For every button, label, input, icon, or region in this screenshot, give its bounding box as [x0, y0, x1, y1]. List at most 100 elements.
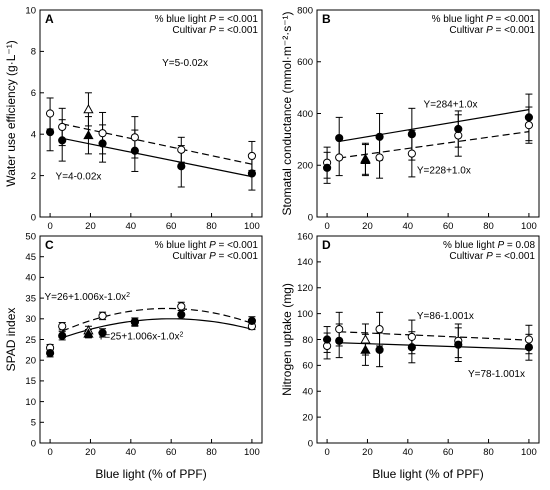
- y-tick-label: 600: [297, 57, 313, 68]
- y-tick-label: 800: [297, 5, 313, 16]
- plot-frame: [39, 9, 263, 218]
- y-tick-label: 140: [297, 257, 313, 268]
- x-tick-label: 20: [362, 447, 373, 458]
- x-tick-label: 80: [206, 221, 217, 232]
- y-tick-label: 80: [302, 335, 313, 346]
- panel-d: 0 20 40 60 80 100 120 140 160 0 20 40 60 80 100 D % blue…: [280, 231, 540, 458]
- p-value-note: Cultivar P = <0.001: [449, 251, 535, 262]
- y-tick-label: 20: [302, 412, 313, 423]
- x-tick-label: 0: [324, 221, 329, 232]
- fit-equation: Y=25+1.006x-1.0x2: [98, 331, 184, 343]
- data-point-filled-triangle: [83, 129, 94, 140]
- panel-letter: A: [45, 12, 54, 26]
- data-point-filled-circle: [247, 316, 257, 325]
- y-tick-label: 30: [25, 314, 36, 325]
- panel-letter: B: [322, 12, 331, 26]
- p-value-note: % blue light P = <0.001: [155, 14, 259, 25]
- x-tick-label: 60: [166, 447, 177, 458]
- fit-line-solid: [62, 137, 253, 178]
- x-tick-label: 40: [126, 221, 137, 232]
- data-point-filled-circle: [247, 169, 257, 178]
- data-point-open-circle: [130, 133, 139, 142]
- data-point-filled-circle: [58, 331, 67, 340]
- x-axis-label: Blue light (% of PPF): [372, 467, 483, 481]
- data-point-open-triangle: [360, 334, 371, 344]
- x-tick-label: 0: [324, 447, 329, 458]
- x-axis-label: Blue light (% of PPF): [95, 467, 206, 481]
- y-tick-label: 45: [25, 252, 36, 263]
- x-tick-label: 20: [85, 447, 96, 458]
- data-point-open-circle: [58, 322, 67, 331]
- y-tick-label: 0: [31, 438, 36, 449]
- y-tick-label: 20: [25, 356, 36, 367]
- y-tick-label: 60: [302, 361, 313, 372]
- y-tick-label: 8: [31, 47, 36, 58]
- data-point-open-circle: [98, 311, 107, 321]
- data-point-filled-circle: [524, 343, 534, 352]
- x-tick-label: 100: [244, 221, 260, 232]
- fit-equation: Y=228+1.0x: [417, 166, 471, 177]
- data-point-open-circle: [407, 332, 416, 342]
- x-tick-label: 60: [443, 221, 454, 232]
- panel-letter: C: [45, 238, 54, 252]
- data-point-filled-circle: [130, 146, 139, 155]
- data-point-filled-circle: [407, 343, 416, 352]
- data-point-open-circle: [524, 121, 534, 130]
- data-point-open-circle: [375, 153, 384, 162]
- x-tick-label: 0: [47, 221, 52, 232]
- data-point-open-circle: [335, 153, 344, 162]
- y-tick-label: 0: [308, 212, 313, 223]
- y-tick-label: 15: [25, 376, 36, 387]
- p-value-note: Cultivar P = <0.001: [449, 25, 535, 36]
- x-tick-label: 20: [362, 221, 373, 232]
- data-point-filled-circle: [375, 132, 384, 141]
- data-point-filled-circle: [98, 328, 107, 337]
- x-tick-label: 100: [244, 447, 260, 458]
- y-axis-label: Nitrogen uptake (mg): [280, 283, 294, 396]
- panel-letter: D: [322, 238, 331, 252]
- x-tick-label: 60: [166, 221, 177, 232]
- data-point-filled-triangle: [83, 328, 94, 338]
- y-tick-label: 100: [297, 309, 313, 320]
- y-tick-label: 2: [31, 171, 36, 182]
- p-value-note: % blue light P = 0.08: [443, 240, 535, 251]
- data-point-filled-circle: [322, 335, 332, 344]
- y-tick-label: 0: [31, 212, 36, 223]
- x-tick-label: 80: [483, 221, 494, 232]
- y-tick-label: 160: [297, 231, 313, 242]
- data-point-filled-circle: [58, 136, 67, 145]
- data-point-filled-triangle: [360, 154, 371, 165]
- y-tick-label: 40: [25, 273, 36, 284]
- y-tick-label: 10: [25, 5, 36, 16]
- data-point-filled-circle: [177, 310, 186, 319]
- x-tick-label: 60: [443, 447, 454, 458]
- p-value-note: % blue light P = <0.001: [155, 240, 259, 251]
- data-point-filled-circle: [322, 163, 332, 172]
- y-tick-label: 200: [297, 161, 313, 172]
- y-tick-label: 35: [25, 293, 36, 304]
- data-point-open-circle: [524, 335, 534, 344]
- x-tick-label: 40: [403, 221, 414, 232]
- data-point-open-circle: [177, 302, 186, 311]
- data-point-open-triangle: [83, 104, 94, 114]
- data-point-filled-circle: [130, 318, 139, 327]
- data-point-filled-circle: [524, 113, 534, 122]
- y-tick-label: 4: [31, 130, 36, 141]
- data-point-filled-triangle: [360, 344, 371, 354]
- p-value-note: % blue light P = <0.001: [432, 14, 536, 25]
- data-point-filled-circle: [407, 130, 416, 139]
- x-tick-label: 80: [483, 447, 494, 458]
- fit-line-solid: [339, 342, 529, 350]
- y-axis-label: Stomatal conductance (mmol·m⁻²·s⁻¹): [280, 11, 294, 215]
- fit-equation: Y=4-0.02x: [56, 172, 102, 183]
- panel-c: 0 5 10 15 20 25 30 35 40 45 50 0 20 40 60 80 100 C % blue …: [4, 231, 263, 458]
- data-point-open-circle: [98, 129, 107, 138]
- fit-line-dashed: [339, 331, 529, 341]
- y-tick-label: 25: [25, 335, 36, 346]
- data-point-open-circle: [58, 122, 67, 132]
- x-tick-label: 0: [47, 447, 52, 458]
- x-tick-label: 40: [403, 447, 414, 458]
- x-tick-label: 40: [126, 447, 137, 458]
